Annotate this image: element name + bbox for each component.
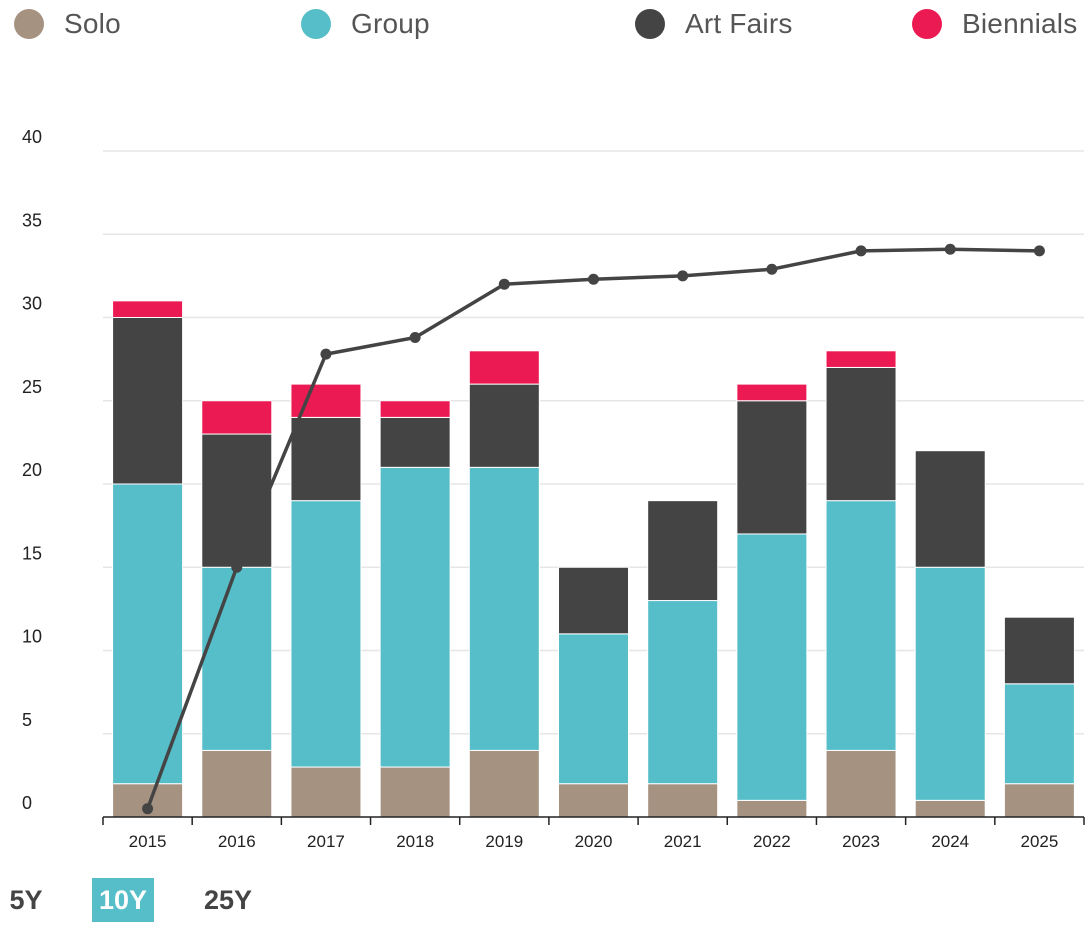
bar-group-2015 <box>112 483 184 785</box>
bar-solo-2020 <box>558 783 629 818</box>
bar-biennials-2018 <box>379 400 451 418</box>
bar-biennials-2022 <box>736 383 808 402</box>
bar-art-fairs-2023 <box>825 366 897 502</box>
y-tick-label-5: 5 <box>22 710 32 730</box>
bar-art-fairs-2018 <box>379 416 451 468</box>
trend-point-2024 <box>944 243 956 255</box>
bar-group-2019 <box>468 466 540 751</box>
bar-biennials-2016 <box>201 400 273 435</box>
x-tick-label-2015: 2015 <box>129 832 167 851</box>
bar-art-fairs-2015 <box>112 317 184 485</box>
x-tick-label-2017: 2017 <box>307 832 345 851</box>
bar-group-2016 <box>201 566 273 751</box>
bar-art-fairs-2022 <box>736 400 808 535</box>
trend-point-2022 <box>766 263 778 275</box>
bar-solo-2023 <box>825 749 897 818</box>
x-tick-label-2018: 2018 <box>396 832 434 851</box>
x-tick-label-2025: 2025 <box>1020 832 1058 851</box>
bar-solo-2017 <box>290 766 362 818</box>
legend-dot-solo-icon <box>14 9 44 39</box>
chart-legend: Solo Group Art Fairs Biennials <box>0 0 1090 48</box>
x-tick-label-2024: 2024 <box>931 832 969 851</box>
x-tick-label-2016: 2016 <box>218 832 256 851</box>
bar-art-fairs-2019 <box>468 383 540 468</box>
bar-solo-2019 <box>468 749 540 818</box>
x-tick-label-2019: 2019 <box>485 832 523 851</box>
bar-art-fairs-2020 <box>558 566 629 635</box>
bar-group-2020 <box>558 633 629 785</box>
legend-label-solo: Solo <box>64 8 121 39</box>
legend-item-solo[interactable]: Solo <box>14 4 121 44</box>
y-tick-label-15: 15 <box>22 543 42 563</box>
bar-art-fairs-2017 <box>290 416 362 502</box>
trend-point-2025 <box>1033 245 1045 257</box>
legend-label-art-fairs: Art Fairs <box>685 8 793 39</box>
legend-label-biennials: Biennials <box>962 8 1078 39</box>
y-tick-label-10: 10 <box>22 627 42 647</box>
x-tick-label-2022: 2022 <box>753 832 791 851</box>
bar-group-2024 <box>914 566 986 801</box>
range-5y-button[interactable]: 5Y <box>9 885 43 915</box>
y-tick-label-20: 20 <box>22 460 42 480</box>
legend-item-biennials[interactable]: Biennials <box>912 4 1077 44</box>
legend-label-group: Group <box>351 8 430 39</box>
bar-group-2025 <box>1003 683 1075 785</box>
trend-point-2020 <box>588 273 599 285</box>
trend-point-2016 <box>231 561 243 573</box>
bar-solo-2022 <box>736 799 808 818</box>
bar-group-2018 <box>379 466 451 768</box>
legend-dot-group-icon <box>301 9 331 39</box>
bar-art-fairs-2024 <box>914 450 986 568</box>
y-tick-label-25: 25 <box>22 377 42 397</box>
x-tick-label-2023: 2023 <box>842 832 880 851</box>
trend-point-2023 <box>855 245 867 257</box>
trend-point-2021 <box>677 270 689 282</box>
bar-art-fairs-2025 <box>1003 616 1075 685</box>
bar-solo-2025 <box>1003 783 1075 818</box>
legend-dot-biennials-icon <box>912 9 942 39</box>
legend-item-art-fairs[interactable]: Art Fairs <box>635 4 793 44</box>
trend-point-2017 <box>320 348 332 360</box>
range-25y-button[interactable]: 25Y <box>203 885 253 915</box>
y-tick-label-0: 0 <box>22 793 32 813</box>
bar-solo-2021 <box>647 783 719 818</box>
range-selector: 5Y 10Y 25Y <box>0 878 400 922</box>
bar-solo-2016 <box>201 749 273 818</box>
trend-point-2018 <box>409 331 421 343</box>
bar-biennials-2015 <box>112 300 184 319</box>
bar-group-2021 <box>647 600 719 785</box>
range-10y-button[interactable]: 10Y <box>92 878 154 922</box>
y-tick-label-30: 30 <box>22 294 42 314</box>
bar-art-fairs-2021 <box>647 500 719 602</box>
x-tick-label-2021: 2021 <box>664 832 702 851</box>
y-tick-label-40: 40 <box>22 127 42 147</box>
bar-group-2017 <box>290 500 362 768</box>
trend-point-2019 <box>498 278 510 290</box>
bar-art-fairs-2016 <box>201 433 273 568</box>
x-tick-label-2020: 2020 <box>575 832 613 851</box>
bar-solo-2024 <box>914 799 986 818</box>
legend-dot-art-fairs-icon <box>635 9 665 39</box>
bar-biennials-2019 <box>468 350 540 385</box>
trend-point-2015 <box>142 803 154 815</box>
bar-group-2022 <box>736 533 808 801</box>
y-tick-label-35: 35 <box>22 210 42 230</box>
bar-solo-2018 <box>379 766 451 818</box>
bar-group-2023 <box>825 500 897 751</box>
legend-item-group[interactable]: Group <box>301 4 430 44</box>
bar-biennials-2023 <box>825 350 897 368</box>
